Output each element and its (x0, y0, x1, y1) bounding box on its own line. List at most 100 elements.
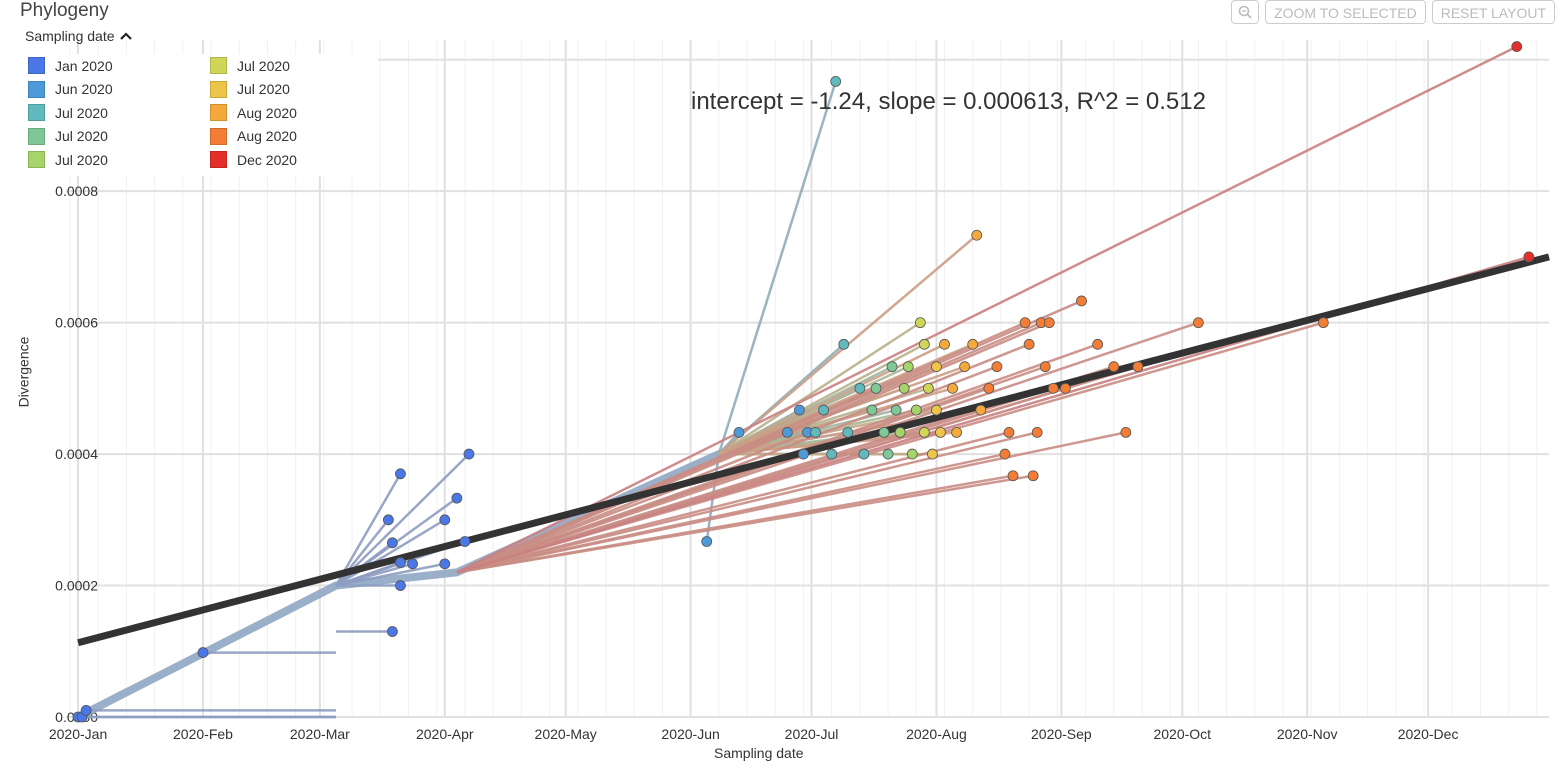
tip-point (983, 382, 995, 394)
tip-point (890, 404, 902, 416)
reset-layout-button[interactable]: RESET LAYOUT (1431, 0, 1555, 24)
tip-point (967, 338, 979, 350)
x-tick-label: 2020-Nov (1277, 726, 1338, 742)
legend-swatch (28, 104, 45, 122)
chevron-up-icon (119, 32, 132, 40)
tree-branch (718, 321, 922, 456)
tree-branch (335, 518, 446, 587)
zoom-out-button[interactable] (1231, 0, 1260, 24)
tip-point (1043, 317, 1055, 329)
tip-point (459, 536, 471, 547)
magnifier-minus-icon (1238, 5, 1252, 19)
tip-point (951, 426, 962, 438)
y-axis-title: Divergence (15, 336, 32, 408)
tip-point (927, 448, 938, 460)
legend-item[interactable]: Jul 2020 (28, 125, 210, 149)
tip-point (947, 382, 958, 394)
legend-swatch (28, 57, 45, 75)
tip-point (1019, 317, 1031, 329)
tree-branch (456, 474, 1034, 574)
tip-point (382, 514, 394, 526)
tip-point (439, 514, 451, 526)
tip-point (197, 647, 209, 658)
tip-point (866, 404, 878, 416)
tip-point (1523, 251, 1535, 263)
legend-toggle[interactable]: Sampling date (25, 28, 133, 44)
y-tick-label: 0.0002 (55, 578, 98, 594)
tree-branch (456, 431, 1038, 574)
x-tick-label: 2020-May (535, 726, 597, 742)
tip-point (701, 536, 713, 547)
panel-title: Phylogeny (20, 0, 109, 21)
tip-point (1317, 317, 1329, 329)
tip-point (838, 338, 850, 350)
tip-point (854, 382, 866, 394)
tip-point (826, 448, 838, 460)
tip-point (902, 361, 914, 373)
legend-swatch (28, 127, 45, 145)
tree-branch (456, 343, 1030, 574)
tree-branch (335, 453, 470, 587)
tip-point (407, 558, 418, 570)
tip-point (1132, 361, 1144, 373)
x-tick-label: 2020-Aug (906, 726, 967, 742)
tip-point (80, 705, 92, 716)
tip-point (1027, 470, 1039, 482)
tip-point (463, 448, 475, 460)
regression-label: intercept = -1.24, slope = 0.000613, R^2… (691, 88, 1206, 115)
legend-item[interactable]: Dec 2020 (210, 148, 378, 172)
legend-swatch (28, 151, 45, 169)
legend-item[interactable]: Aug 2020 (210, 125, 378, 149)
tip-point (794, 404, 805, 416)
tip-point (922, 382, 934, 394)
tip-point (971, 229, 983, 241)
tree-branch (718, 343, 974, 456)
tip-point (386, 626, 398, 637)
legend-swatch (210, 127, 227, 145)
tip-point (870, 382, 882, 394)
tip-point (781, 426, 793, 438)
tip-point (999, 448, 1011, 460)
legend-item[interactable]: Jun 2020 (28, 78, 210, 102)
legend-label: Jul 2020 (237, 81, 290, 98)
tip-point (1047, 382, 1059, 394)
legend-label: Jul 2020 (55, 151, 108, 168)
legend-swatch (210, 104, 227, 122)
legend-item[interactable]: Jul 2020 (210, 54, 378, 78)
x-tick-label: 2020-Oct (1153, 726, 1211, 742)
tip-point (830, 76, 842, 87)
tip-point (1039, 361, 1051, 373)
legend-label: Jul 2020 (55, 128, 108, 145)
x-tick-label: 2020-Mar (290, 726, 350, 742)
legend-item[interactable]: Jul 2020 (210, 78, 378, 102)
tip-point (439, 558, 451, 570)
legend-label: Dec 2020 (237, 151, 297, 168)
tip-point (1108, 361, 1120, 373)
legend-item[interactable]: Jan 2020 (28, 54, 210, 78)
tip-point (1003, 426, 1015, 438)
tree-branch (334, 473, 402, 587)
zoom-to-selected-button[interactable]: ZOOM TO SELECTED (1265, 0, 1426, 24)
tip-point (395, 580, 406, 591)
x-tick-label: 2020-Jun (661, 726, 719, 742)
tip-point (906, 448, 918, 460)
legend-item[interactable]: Jul 2020 (28, 148, 210, 172)
tip-point (733, 426, 745, 438)
tip-point (386, 537, 398, 549)
tip-point (882, 448, 894, 460)
legend-item[interactable]: Jul 2020 (28, 101, 210, 125)
tree-branch (456, 45, 1518, 574)
legend-item[interactable]: Aug 2020 (210, 101, 378, 125)
tree-branch (717, 81, 837, 455)
tip-point (918, 426, 930, 438)
x-tick-label: 2020-Apr (416, 726, 474, 742)
x-tick-label: 2020-Dec (1398, 726, 1459, 742)
tree-branch (456, 431, 1127, 574)
legend: Jan 2020 Jun 2020 Jul 2020 Jul 2020 Jul 2020… (28, 54, 378, 176)
tip-point (910, 404, 922, 416)
legend-label: Aug 2020 (237, 128, 297, 145)
tip-point (959, 361, 971, 373)
y-tick-label: 0.0004 (55, 446, 98, 462)
tip-point (1120, 426, 1132, 438)
tip-point (842, 426, 854, 438)
